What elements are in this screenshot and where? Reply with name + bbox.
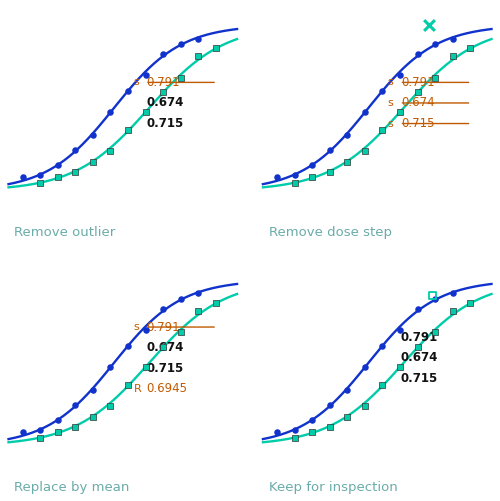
Text: Remove outlier: Remove outlier — [14, 225, 116, 238]
Text: Remove dose step: Remove dose step — [269, 225, 392, 238]
Text: Keep for inspection: Keep for inspection — [269, 480, 398, 493]
Text: Replace by mean: Replace by mean — [14, 480, 130, 493]
